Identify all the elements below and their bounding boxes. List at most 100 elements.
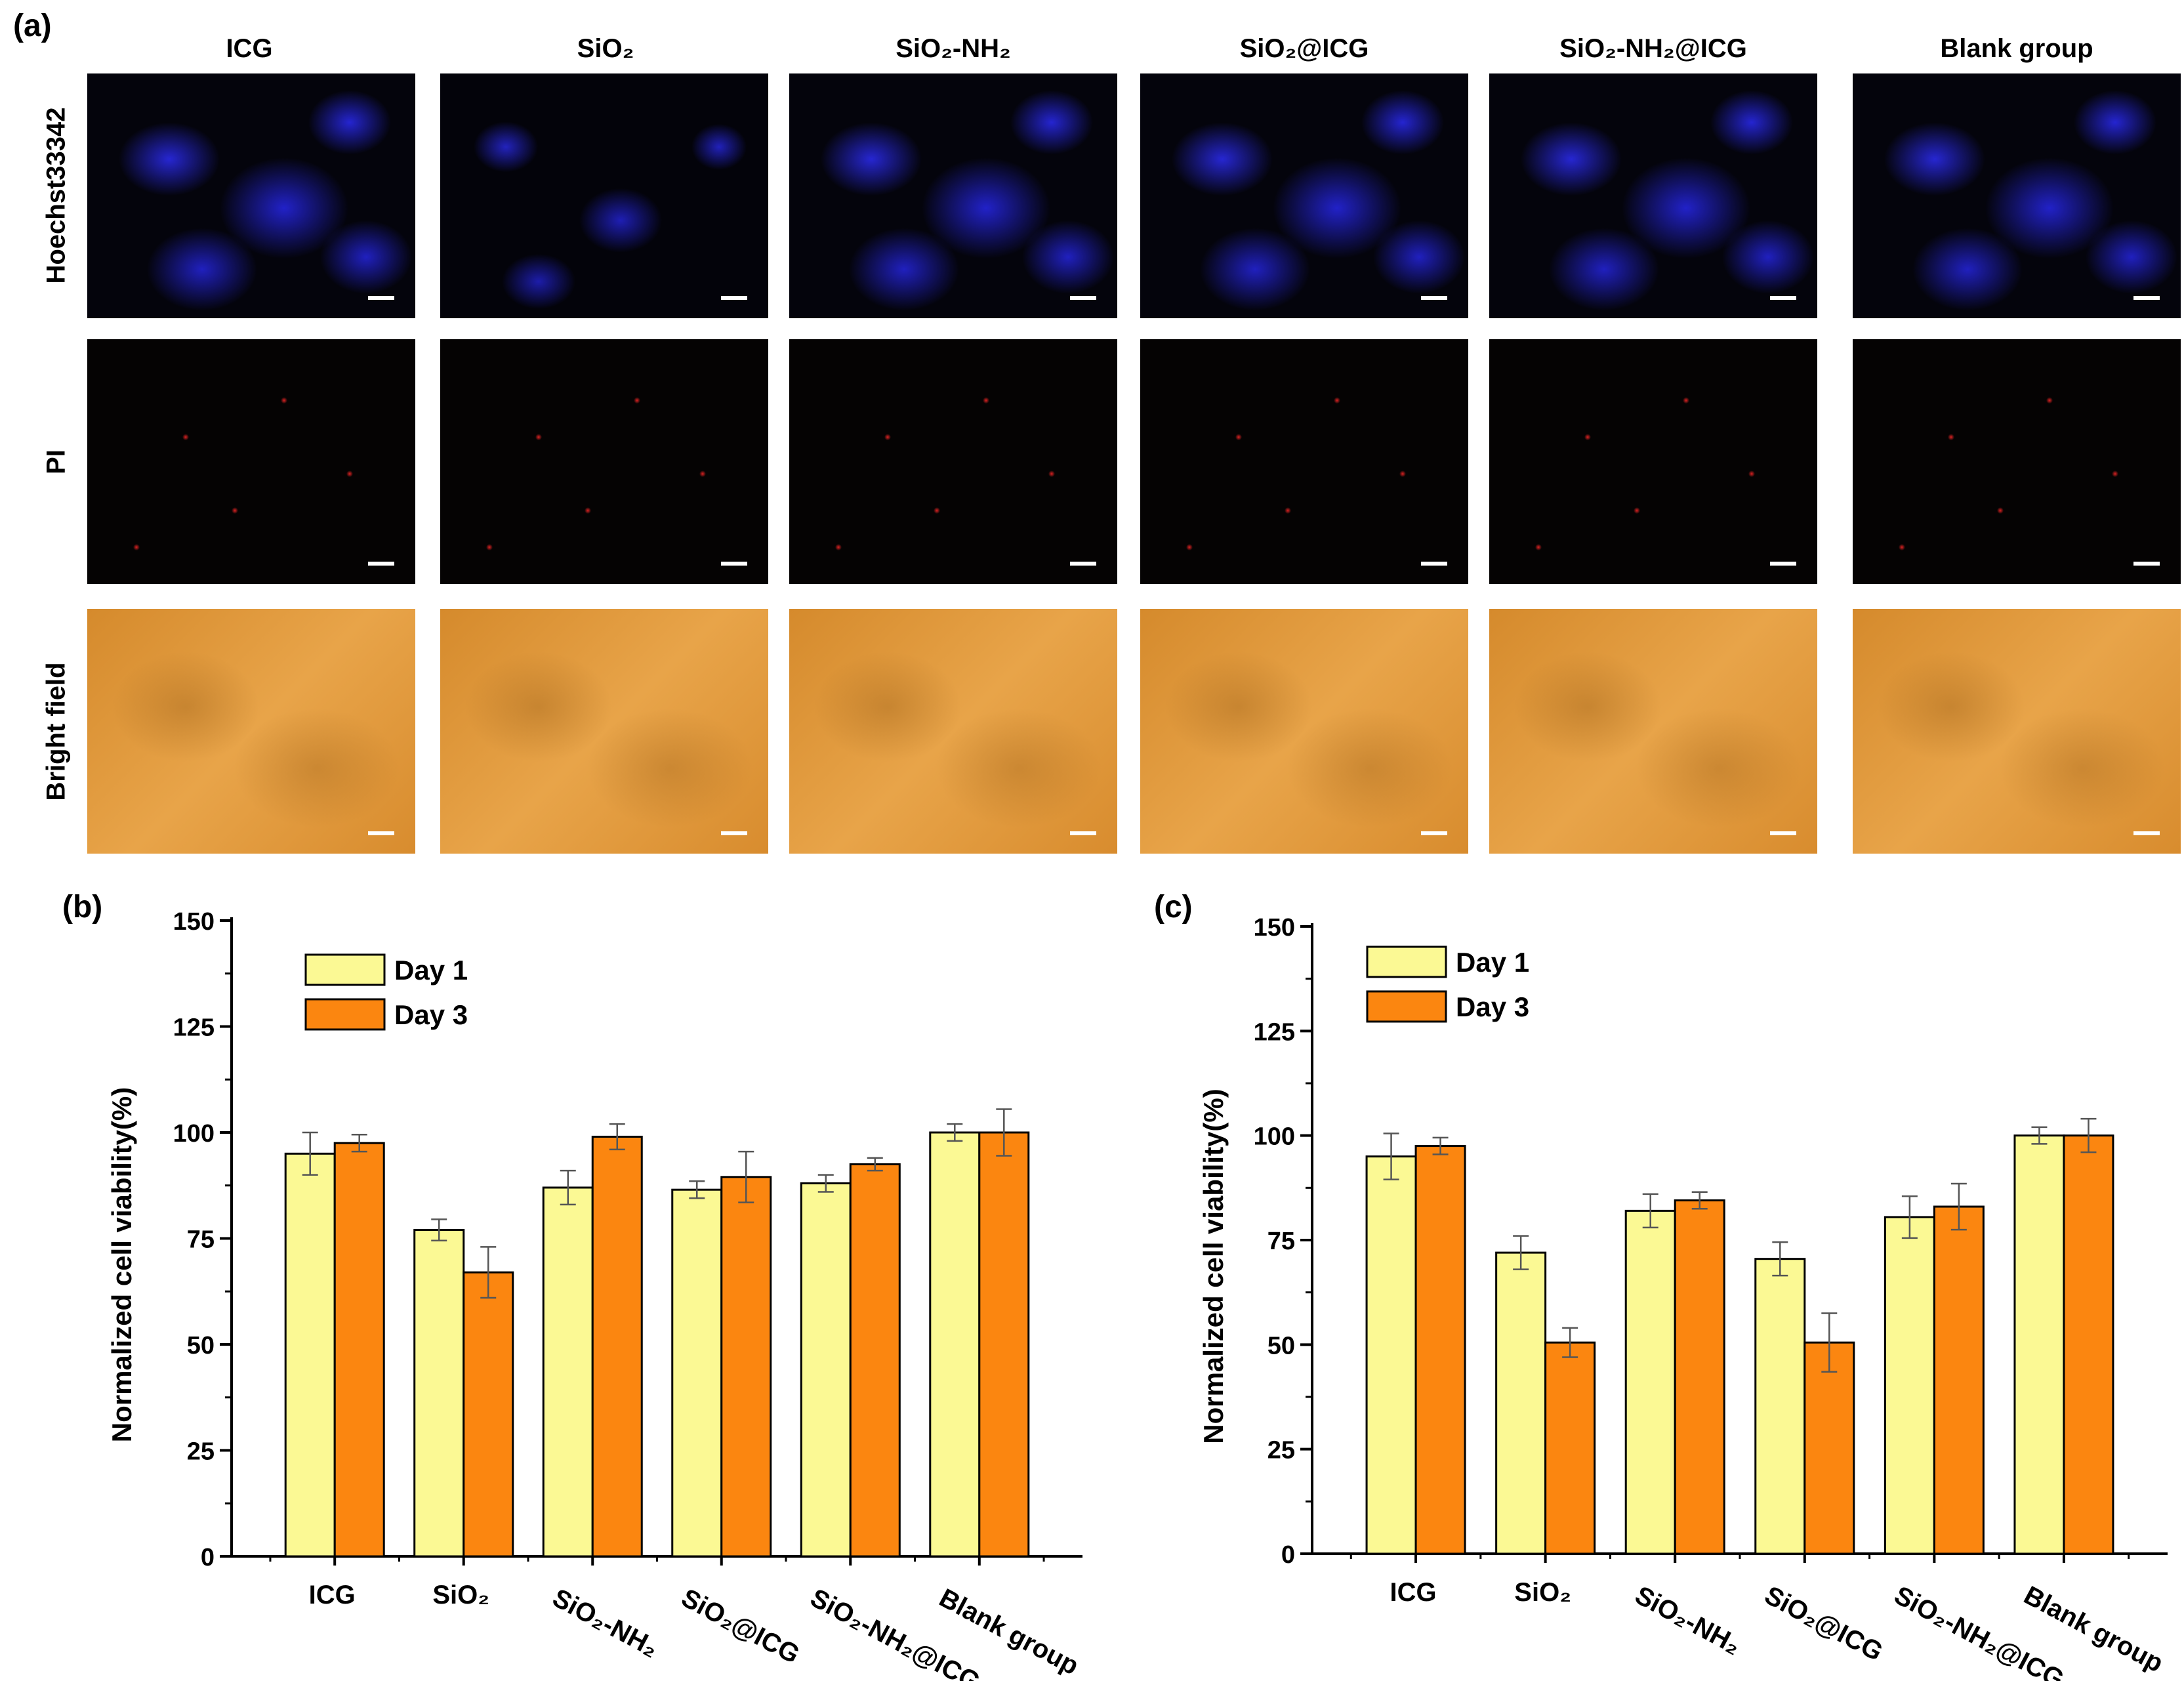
scale-bar: [2133, 562, 2160, 566]
chart-c-legend-label-day3: Day 3: [1456, 991, 1529, 1022]
chart-c-bar-sio-nh-icg-day1: [1884, 1216, 1935, 1555]
scale-bar: [1421, 562, 1447, 566]
micrograph-bright-sio2-nh2-icg: [1489, 609, 1817, 854]
chart-c-x-tick-label-sio-: SiO₂: [1514, 1578, 1571, 1607]
chart-b-y-axis-label: Normalized cell viability(%): [106, 1087, 137, 1443]
column-title-sio2-icg: SiO₂@ICG: [1239, 34, 1369, 63]
scale-bar: [1070, 296, 1096, 300]
micrograph-pi-sio2-icg: [1140, 339, 1468, 584]
chart-b-bar-sio-nh--day1: [542, 1186, 594, 1558]
micrograph-pi-blank: [1853, 339, 2181, 584]
chart-b-y-tick-label: 0: [201, 1544, 215, 1571]
chart-c-bar-icg-day3: [1414, 1145, 1466, 1555]
chart-c-bar-sio--day1: [1495, 1251, 1547, 1555]
chart-c: (c) 0 25 50 75 100 125 150 Normalized cell viabi…: [1154, 890, 2168, 1681]
chart-c-y-tick-label: 25: [1267, 1437, 1295, 1464]
chart-b: (b) 0 25 50 75 100 125 150 Normalized cell viabi…: [62, 890, 1083, 1681]
chart-c-x-tick-label-sio-nh-: SiO₂-NH₂: [1630, 1581, 1746, 1660]
column-title-blank-group: Blank group: [1940, 34, 2093, 63]
row-label-pi: PI: [41, 449, 71, 474]
chart-b-x-tick-label-sio-icg: SiO₂@ICG: [677, 1583, 804, 1669]
chart-b-y-tick-label: 25: [187, 1438, 215, 1466]
chart-c-bar-sio-nh--day3: [1674, 1199, 1725, 1555]
chart-c-y-tick-label: 75: [1267, 1228, 1295, 1255]
column-title-icg: ICG: [226, 34, 273, 63]
chart-c-y-tick-label: 50: [1267, 1332, 1295, 1359]
chart-b-bar-sio-icg-day3: [720, 1176, 772, 1558]
panel-a-letter: (a): [13, 9, 52, 43]
scale-bar: [1770, 296, 1796, 300]
chart-b-y-tick-label: 50: [187, 1332, 215, 1359]
micrograph-bright-blank: [1853, 609, 2181, 854]
chart-c-bar-icg-day1: [1365, 1155, 1417, 1555]
micrograph-hoechst-blank: [1853, 73, 2181, 318]
micrograph-pi-sio2-nh2-icg: [1489, 339, 1817, 584]
chart-c-bar-sio-nh--day1: [1624, 1209, 1676, 1555]
chart-c-bar-sio-icg-day1: [1754, 1258, 1806, 1555]
chart-c-panel-letter: (c): [1154, 890, 1193, 924]
chart-b-bar-icg-day1: [284, 1152, 336, 1558]
chart-c-x-tick-label-sio-icg: SiO₂@ICG: [1760, 1581, 1887, 1667]
micrograph-hoechst-sio2-nh2: [789, 73, 1117, 318]
chart-c-legend-swatch-day3: [1366, 990, 1447, 1023]
scale-bar: [1070, 831, 1096, 835]
column-title-sio2: SiO₂: [577, 34, 634, 63]
row-label-hoechst: Hoechst33342: [41, 107, 71, 284]
chart-c-y-tick-label: 0: [1281, 1541, 1295, 1569]
scale-bar: [1421, 296, 1447, 300]
micrograph-bright-sio2: [440, 609, 768, 854]
scale-bar: [721, 296, 747, 300]
chart-c-x-tick-label-icg: ICG: [1390, 1578, 1436, 1607]
scale-bar: [368, 562, 394, 566]
micrograph-bright-icg: [87, 609, 415, 854]
chart-b-y-tick-label: 150: [173, 908, 215, 936]
scale-bar: [1770, 831, 1796, 835]
chart-c-legend-swatch-day1: [1366, 945, 1447, 978]
micrograph-hoechst-sio2-icg: [1140, 73, 1468, 318]
scale-bar: [2133, 831, 2160, 835]
chart-b-legend-swatch-day3: [304, 998, 386, 1031]
chart-b-panel-letter: (b): [62, 890, 102, 924]
column-title-sio2-nh2: SiO₂-NH₂: [896, 34, 1011, 63]
scale-bar: [1070, 562, 1096, 566]
scale-bar: [1421, 831, 1447, 835]
scale-bar: [721, 562, 747, 566]
chart-b-y-tick-label: 125: [173, 1014, 215, 1042]
micrograph-hoechst-icg: [87, 73, 415, 318]
chart-b-bar-sio-nh-icg-day3: [849, 1163, 901, 1558]
micrograph-pi-icg: [87, 339, 415, 584]
chart-c-bar-blank-group-day1: [2013, 1134, 2065, 1555]
chart-b-bar-blank-group-day3: [978, 1131, 1030, 1558]
micrograph-pi-sio2: [440, 339, 768, 584]
chart-c-bar-sio-nh-icg-day3: [1933, 1205, 1985, 1555]
chart-b-bar-sio--day1: [413, 1229, 465, 1558]
chart-b-bar-sio-icg-day1: [671, 1188, 723, 1558]
chart-b-legend-label-day3: Day 3: [394, 999, 468, 1030]
chart-b-bar-sio-nh-icg-day1: [800, 1182, 852, 1558]
chart-c-bar-sio--day3: [1544, 1341, 1596, 1555]
chart-c-y-tick-label: 100: [1254, 1123, 1295, 1151]
scale-bar: [1770, 562, 1796, 566]
chart-c-legend-label-day1: Day 1: [1456, 947, 1529, 978]
scale-bar: [368, 831, 394, 835]
chart-b-x-tick-label-sio-: SiO₂: [432, 1581, 489, 1609]
column-title-sio2-nh2-icg: SiO₂-NH₂@ICG: [1559, 34, 1747, 63]
chart-b-bar-sio--day3: [463, 1271, 514, 1558]
chart-b-legend-label-day1: Day 1: [394, 955, 468, 986]
row-label-bright-field: Bright field: [41, 662, 71, 801]
chart-c-bar-blank-group-day3: [2063, 1134, 2114, 1555]
chart-b-x-tick-label-icg: ICG: [309, 1581, 356, 1609]
chart-c-y-axis-label: Normalized cell viability(%): [1198, 1089, 1229, 1444]
micrograph-bright-sio2-icg: [1140, 609, 1468, 854]
chart-b-legend-swatch-day1: [304, 953, 386, 986]
chart-b-bar-blank-group-day1: [929, 1131, 981, 1558]
chart-c-bar-sio-icg-day3: [1803, 1341, 1855, 1555]
scale-bar: [2133, 296, 2160, 300]
micrograph-bright-sio2-nh2: [789, 609, 1117, 854]
micrograph-hoechst-sio2-nh2-icg: [1489, 73, 1817, 318]
chart-b-bar-sio-nh--day3: [591, 1135, 643, 1558]
scale-bar: [368, 296, 394, 300]
micrograph-pi-sio2-nh2: [789, 339, 1117, 584]
chart-c-y-tick-label: 150: [1254, 914, 1295, 942]
